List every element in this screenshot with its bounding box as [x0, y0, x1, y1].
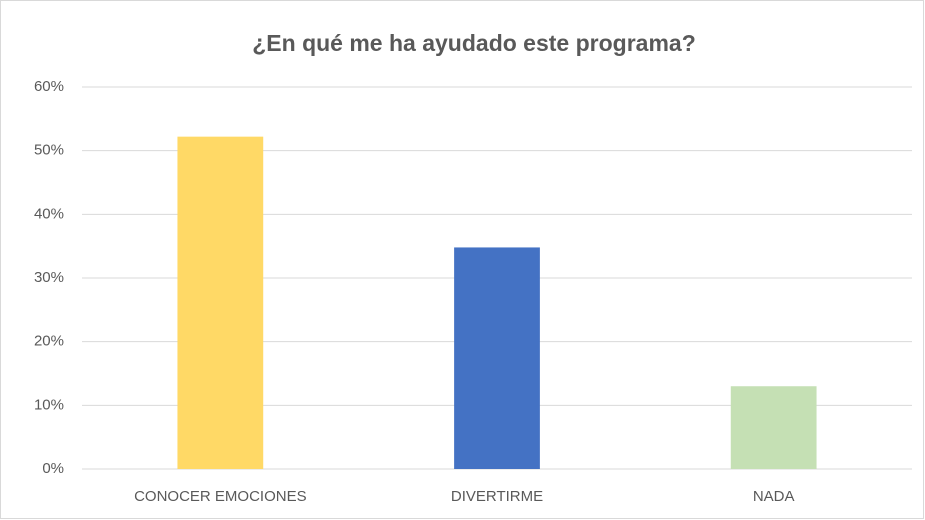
x-tick-label: NADA — [753, 488, 795, 505]
chart-title: ¿En qué me ha ayudado este programa? — [252, 30, 696, 56]
y-tick-label: 0% — [42, 460, 64, 477]
y-tick-label: 40% — [34, 205, 64, 222]
bar — [177, 136, 264, 469]
bar — [730, 386, 817, 469]
y-tick-label: 10% — [34, 396, 64, 413]
x-tick-label: CONOCER EMOCIONES — [134, 488, 307, 505]
y-tick-label: 60% — [34, 78, 64, 95]
y-tick-label: 20% — [34, 333, 64, 350]
x-tick-label: DIVERTIRME — [451, 488, 543, 505]
y-tick-label: 30% — [34, 269, 64, 286]
y-tick-label: 50% — [34, 142, 64, 159]
bar — [454, 247, 540, 469]
